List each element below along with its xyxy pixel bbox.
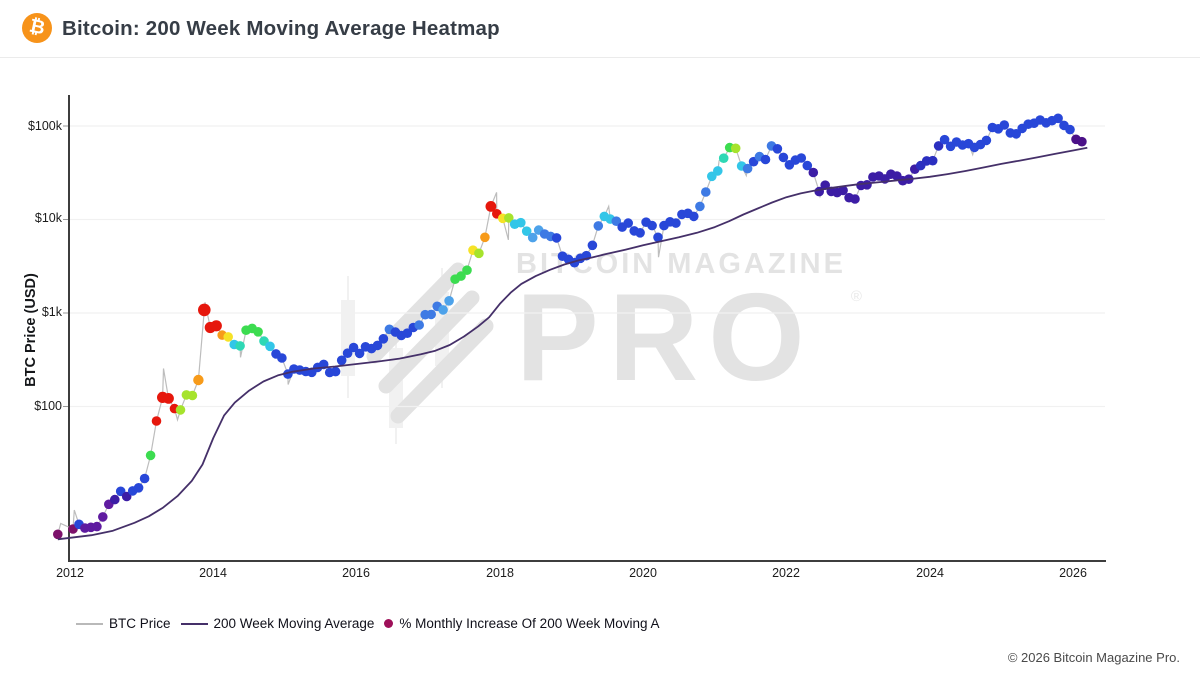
registered-mark: ® [850,288,862,305]
x-tick-2016: 2016 [342,566,370,580]
legend: BTC Price 200 Week Moving Average % Mont… [76,616,670,631]
x-tick-2026: 2026 [1059,566,1087,580]
watermark-text: BITCOIN MAGAZINE PRO ® [516,248,862,407]
y-tick-100k: $100k [27,119,62,133]
watermark-pro: PRO [516,269,815,407]
x-tick-2020: 2020 [629,566,657,580]
y-tick-100: $100 [34,399,62,413]
x-tick-2018: 2018 [486,566,514,580]
legend-label-btc-price: BTC Price [109,616,171,631]
wma-line-swatch [180,622,208,625]
copyright-text: © 2026 Bitcoin Magazine Pro. [1007,650,1180,665]
watermark: BITCOIN MAGAZINE PRO ® [330,248,862,444]
x-tick-2024: 2024 [916,566,944,580]
legend-item-200wma[interactable]: 200 Week Moving Average [180,616,375,631]
header-bar: ₿ Bitcoin: 200 Week Moving Average Heatm… [0,0,1200,58]
y-tick-1k: $1k [41,305,62,319]
y-tick-10k: $10k [34,211,62,225]
x-tick-2012: 2012 [56,566,84,580]
x-tick-2022: 2022 [772,566,800,580]
bitcoin-icon: ₿ [22,13,52,43]
x-tick-2014: 2014 [199,566,227,580]
btc-price-line-swatch [76,622,103,625]
legend-label-monthly-increase: % Monthly Increase Of 200 Week Moving A [399,616,660,631]
legend-label-200wma: 200 Week Moving Average [213,616,375,631]
bitcoin-glyph: ₿ [27,15,47,40]
legend-item-btc-price[interactable]: BTC Price [76,616,171,631]
page-title: Bitcoin: 200 Week Moving Average Heatmap [62,17,500,40]
monthly-increase-dot-swatch [384,619,394,628]
legend-item-monthly-increase[interactable]: % Monthly Increase Of 200 Week Moving A [384,616,660,631]
